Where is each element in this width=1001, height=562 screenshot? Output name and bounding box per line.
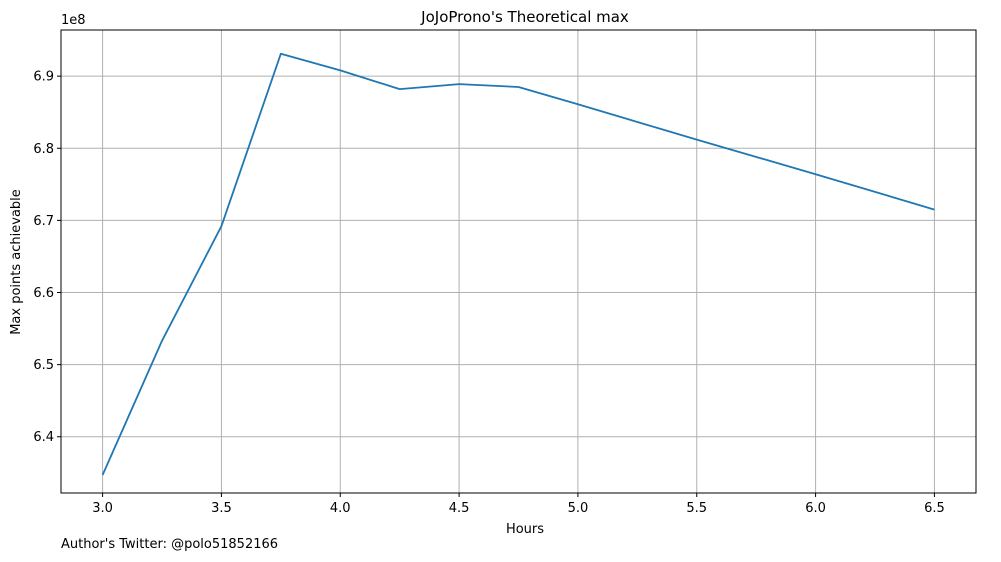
y-tick-label: 6.7 (33, 214, 54, 229)
y-tick-label: 6.8 (33, 142, 54, 157)
x-tick-label: 3.5 (211, 501, 232, 516)
series-layer (101, 52, 935, 476)
x-axis-label: Hours (506, 522, 544, 537)
x-tick-label: 4.0 (330, 501, 351, 516)
x-tick-label: 6.5 (924, 501, 945, 516)
series-line (101, 52, 935, 476)
x-tick-label: 5.0 (568, 501, 589, 516)
y-axis-label: Max points achievable (9, 189, 24, 335)
x-tick-label: 3.0 (92, 501, 113, 516)
y-tick-label: 6.6 (33, 286, 54, 301)
y-tick-label: 6.4 (33, 430, 54, 445)
ticks: 3.0 3.5 4.0 4.5 5.0 5.5 6.0 6.5 6.4 6.5 6.6 6.7 6.8 6… (33, 70, 944, 516)
y-tick-label: 6.5 (33, 358, 54, 373)
grid (61, 30, 976, 493)
plot-area-frame (60, 29, 977, 494)
x-tick-label: 6.0 (805, 501, 826, 516)
y-tick-label: 6.9 (33, 70, 54, 85)
x-tick-label: 5.5 (686, 501, 707, 516)
author-twitter-footnote: Author's Twitter: @polo51852166 (61, 537, 279, 552)
y-axis-offset-label: 1e8 (61, 13, 86, 28)
x-tick-label: 4.5 (449, 501, 470, 516)
chart-title: JoJoProno's Theoretical max (420, 8, 629, 26)
